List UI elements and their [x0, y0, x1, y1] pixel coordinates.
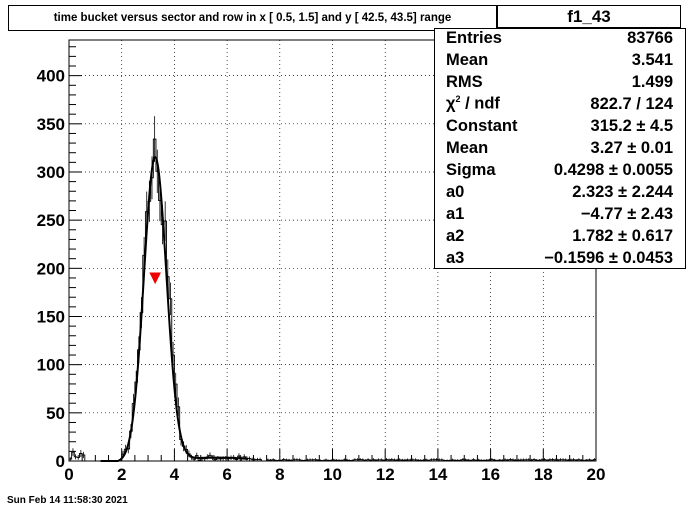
- stat-row-a3: a3 −0.1596 ± 0.0453: [446, 247, 673, 269]
- stat-row-entries: Entries 83766: [446, 27, 673, 49]
- stat-value: 315.2 ± 4.5: [590, 116, 673, 135]
- stat-row-constant: Constant 315.2 ± 4.5: [446, 115, 673, 137]
- histogram-name: f1_43: [497, 5, 681, 28]
- stat-label-chi2: χ2 / ndf: [446, 94, 500, 113]
- stat-value: 822.7 / 124: [590, 94, 673, 113]
- stat-label: a3: [446, 248, 465, 267]
- stat-value: 2.323 ± 2.244: [572, 182, 673, 201]
- axes: 0 2 4 6 8 10 12 14 16 18 2005010015020025030035040…: [37, 46, 606, 484]
- stat-label: RMS: [446, 72, 483, 91]
- x-tick-label: 16: [481, 465, 500, 484]
- stat-row-rms: RMS 1.499: [446, 71, 673, 93]
- stat-row-sigma: Sigma 0.4298 ± 0.0055: [446, 159, 673, 181]
- y-tick-label: 100: [37, 356, 65, 375]
- stat-row-a1: a1 −4.77 ± 2.43: [446, 203, 673, 225]
- x-tick-label: 2: [117, 465, 126, 484]
- stat-label: Constant: [446, 116, 518, 135]
- stat-row-chi2: χ2 / ndf 822.7 / 124: [446, 93, 673, 115]
- x-tick-label: 12: [376, 465, 395, 484]
- y-tick-label: 0: [56, 452, 65, 471]
- stat-label: a2: [446, 226, 465, 245]
- mean-marker: [149, 272, 161, 285]
- stats-box: Entries 83766 Mean 3.541 RMS 1.499 χ2 / …: [434, 28, 686, 269]
- x-tick-label: 20: [587, 465, 606, 484]
- stat-value: 3.27 ± 0.01: [590, 138, 673, 157]
- x-tick-label: 8: [275, 465, 284, 484]
- stat-value: 83766: [627, 28, 673, 47]
- stat-value: 0.4298 ± 0.0055: [553, 160, 673, 179]
- x-tick-label: 0: [64, 465, 73, 484]
- stat-value: −4.77 ± 2.43: [580, 204, 673, 223]
- y-tick-label: 50: [46, 404, 65, 423]
- x-tick-label: 14: [428, 465, 447, 484]
- stat-row-a2: a2 1.782 ± 0.617: [446, 225, 673, 247]
- timestamp: Sun Feb 14 11:58:30 2021: [7, 495, 128, 506]
- fit-curve: [100, 156, 249, 462]
- chart-title: time bucket versus sector and row in x […: [8, 5, 497, 31]
- stat-row-a0: a0 2.323 ± 2.244: [446, 181, 673, 203]
- y-tick-label: 150: [37, 307, 65, 326]
- x-tick-label: 18: [534, 465, 553, 484]
- mean-marker-triangle: [149, 272, 161, 285]
- histogram-bars: [69, 116, 596, 462]
- y-tick-label: 250: [37, 211, 65, 230]
- stat-value: 1.782 ± 0.617: [572, 226, 673, 245]
- x-tick-label: 6: [222, 465, 231, 484]
- x-tick-label: 10: [323, 465, 342, 484]
- stat-row-fit-mean: Mean 3.27 ± 0.01: [446, 137, 673, 159]
- fit-curve-line: [100, 156, 249, 462]
- stat-row-mean: Mean 3.541: [446, 49, 673, 71]
- y-tick-label: 400: [37, 67, 65, 86]
- stat-label: Entries: [446, 28, 502, 47]
- stat-label: Mean: [446, 50, 489, 69]
- stat-label: Sigma: [446, 160, 496, 179]
- stat-label: a1: [446, 204, 465, 223]
- stat-label: Mean: [446, 138, 489, 157]
- stat-value: 1.499: [631, 72, 673, 91]
- histogram-outline: [69, 138, 596, 462]
- y-tick-label: 350: [37, 115, 65, 134]
- stat-value: 3.541: [631, 50, 673, 69]
- stat-label: a0: [446, 182, 465, 201]
- y-tick-label: 300: [37, 163, 65, 182]
- stat-value: −0.1596 ± 0.0453: [544, 248, 673, 267]
- y-tick-label: 200: [37, 259, 65, 278]
- x-tick-label: 4: [170, 465, 180, 484]
